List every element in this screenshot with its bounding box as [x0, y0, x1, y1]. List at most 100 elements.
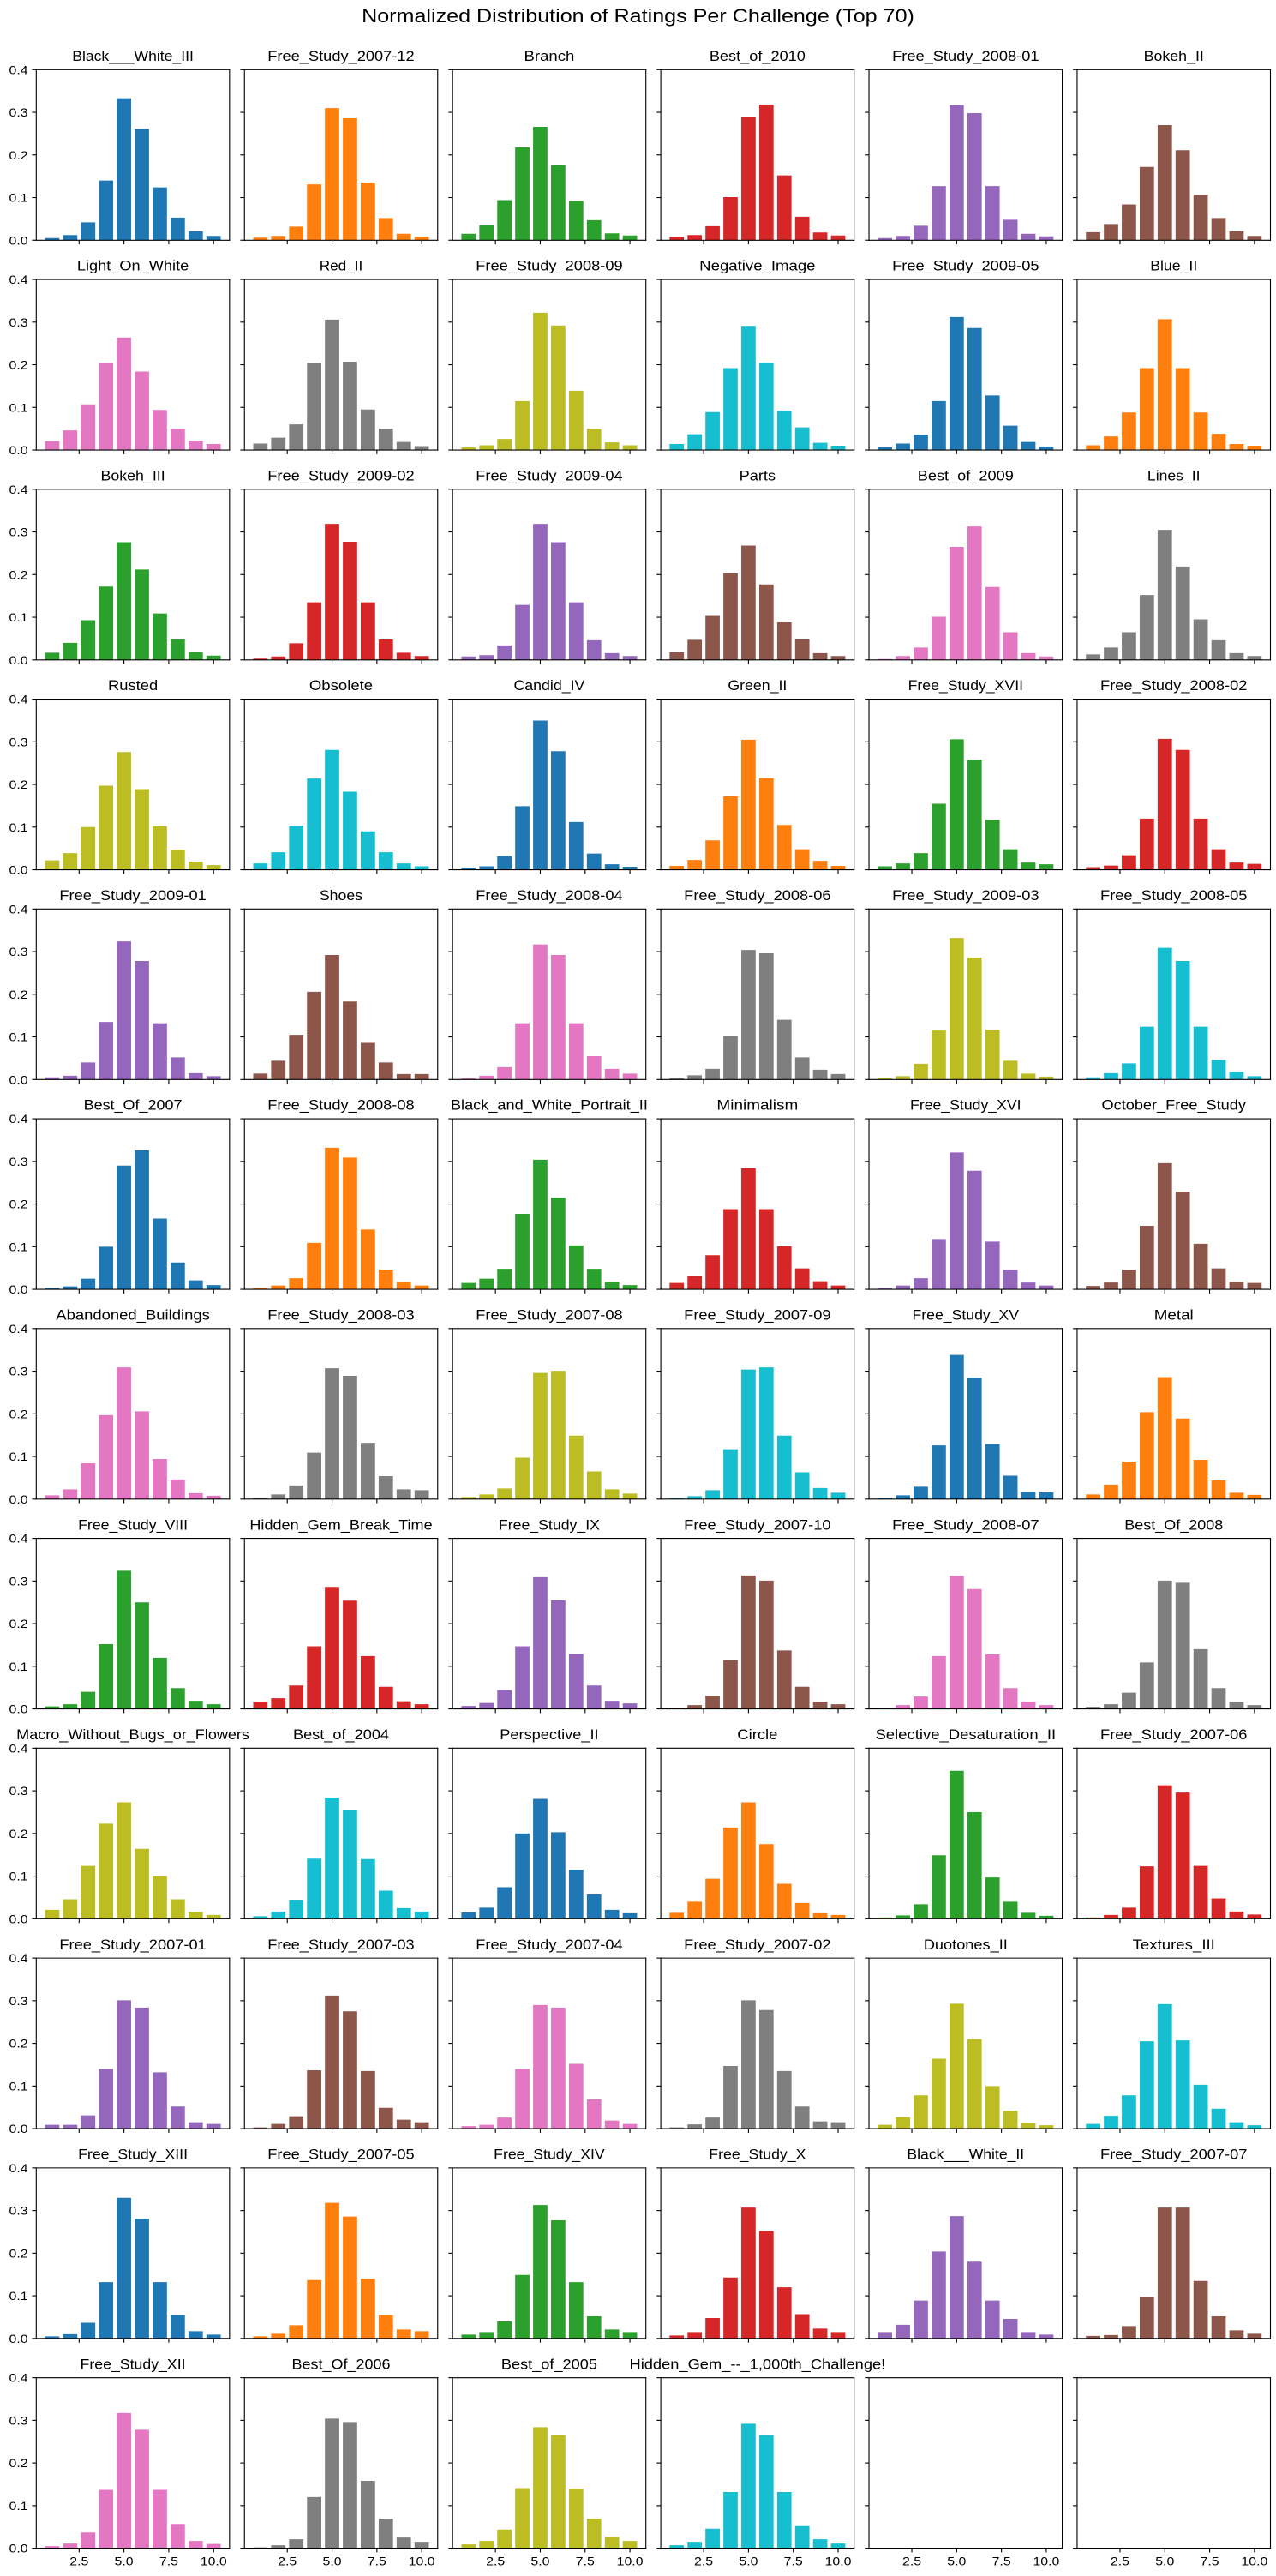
- svg-text:Free_Study_2007-08: Free_Study_2007-08: [476, 1307, 622, 1324]
- svg-text:0.0: 0.0: [9, 443, 28, 457]
- svg-text:Metal: Metal: [1154, 1307, 1194, 1324]
- svg-text:Free_Study_2007-07: Free_Study_2007-07: [1100, 2147, 1247, 2163]
- svg-text:0.3: 0.3: [9, 1574, 28, 1588]
- svg-text:5.0: 5.0: [115, 2554, 134, 2567]
- svg-text:0.2: 0.2: [9, 1407, 28, 1420]
- svg-text:0.4: 0.4: [9, 1112, 28, 1126]
- svg-text:Minimalism: Minimalism: [716, 1097, 798, 1114]
- svg-text:0.3: 0.3: [9, 945, 28, 958]
- svg-text:Macro_Without_Bugs_or_Flowers: Macro_Without_Bugs_or_Flowers: [16, 1726, 249, 1743]
- svg-text:Circle: Circle: [737, 1726, 777, 1743]
- svg-text:Free_Study_2007-05: Free_Study_2007-05: [267, 2147, 414, 2163]
- svg-text:0.3: 0.3: [9, 2413, 28, 2427]
- svg-text:0.3: 0.3: [9, 1994, 28, 2008]
- svg-text:Free_Study_2007-12: Free_Study_2007-12: [267, 48, 414, 64]
- svg-text:10.0: 10.0: [1033, 2554, 1059, 2567]
- svg-text:Branch: Branch: [524, 48, 575, 64]
- svg-text:Lines_II: Lines_II: [1147, 467, 1201, 483]
- svg-text:0.0: 0.0: [9, 2122, 28, 2135]
- svg-text:0.4: 0.4: [9, 693, 28, 706]
- svg-text:Free_Study_XII: Free_Study_XII: [81, 2356, 186, 2372]
- svg-text:Green_II: Green_II: [728, 677, 787, 694]
- svg-text:0.2: 0.2: [9, 2246, 28, 2260]
- svg-text:Hidden_Gem_--_1,000th_Challeng: Hidden_Gem_--_1,000th_Challenge!: [630, 2356, 886, 2372]
- svg-text:0.0: 0.0: [9, 1492, 28, 1506]
- svg-text:0.2: 0.2: [9, 1198, 28, 1211]
- svg-text:October_Free_Study: October_Free_Study: [1102, 1097, 1247, 1114]
- svg-text:0.0: 0.0: [9, 653, 28, 667]
- svg-text:0.3: 0.3: [9, 525, 28, 539]
- svg-text:2.5: 2.5: [278, 2554, 297, 2567]
- svg-text:Light_On_White: Light_On_White: [77, 258, 189, 274]
- svg-text:0.4: 0.4: [9, 1741, 28, 1755]
- svg-text:0.2: 0.2: [9, 1827, 28, 1840]
- svg-text:Selective_Desaturation_II: Selective_Desaturation_II: [875, 1726, 1056, 1743]
- svg-text:Red_II: Red_II: [320, 258, 363, 274]
- svg-text:Perspective_II: Perspective_II: [500, 1726, 598, 1743]
- svg-text:5.0: 5.0: [530, 2554, 549, 2567]
- svg-text:0.3: 0.3: [9, 105, 28, 119]
- svg-text:0.3: 0.3: [9, 1365, 28, 1378]
- svg-text:0.3: 0.3: [9, 735, 28, 748]
- svg-text:2.5: 2.5: [694, 2554, 713, 2567]
- svg-text:Free_Study_XIV: Free_Study_XIV: [494, 2147, 605, 2163]
- svg-text:Free_Study_2009-05: Free_Study_2009-05: [892, 258, 1039, 274]
- svg-text:0.1: 0.1: [9, 820, 28, 834]
- svg-text:Free_Study_2008-02: Free_Study_2008-02: [1100, 677, 1247, 694]
- svg-text:0.4: 0.4: [9, 1532, 28, 1546]
- svg-text:Free_Study_2008-03: Free_Study_2008-03: [267, 1307, 414, 1324]
- svg-text:Free_Study_2007-02: Free_Study_2007-02: [684, 1937, 830, 1953]
- svg-text:0.2: 0.2: [9, 2456, 28, 2470]
- svg-text:Free_Study_2007-10: Free_Study_2007-10: [684, 1516, 830, 1533]
- svg-text:5.0: 5.0: [1155, 2554, 1174, 2567]
- svg-text:Free_Study_XVI: Free_Study_XVI: [910, 1097, 1021, 1114]
- svg-text:Blue_II: Blue_II: [1150, 258, 1197, 274]
- svg-text:0.3: 0.3: [9, 315, 28, 329]
- svg-text:0.0: 0.0: [9, 1072, 28, 1086]
- svg-text:5.0: 5.0: [947, 2554, 966, 2567]
- svg-text:2.5: 2.5: [1111, 2554, 1129, 2567]
- svg-text:Candid_IV: Candid_IV: [514, 677, 586, 694]
- svg-text:Best_Of_2008: Best_Of_2008: [1124, 1516, 1223, 1533]
- svg-text:7.5: 7.5: [784, 2554, 803, 2567]
- svg-text:10.0: 10.0: [201, 2554, 227, 2567]
- svg-text:7.5: 7.5: [1201, 2554, 1219, 2567]
- svg-text:Free_Study_IX: Free_Study_IX: [499, 1516, 600, 1533]
- svg-text:Free_Study_2009-03: Free_Study_2009-03: [892, 887, 1039, 904]
- svg-text:10.0: 10.0: [1241, 2554, 1267, 2567]
- svg-text:0.4: 0.4: [9, 63, 28, 76]
- svg-text:0.4: 0.4: [9, 1951, 28, 1965]
- svg-text:Black___White_II: Black___White_II: [907, 2147, 1024, 2163]
- svg-text:0.1: 0.1: [9, 1450, 28, 1463]
- svg-text:0.1: 0.1: [9, 400, 28, 414]
- svg-text:0.2: 0.2: [9, 988, 28, 1001]
- svg-text:Hidden_Gem_Break_Time: Hidden_Gem_Break_Time: [249, 1516, 432, 1533]
- svg-text:Best_of_2010: Best_of_2010: [710, 48, 806, 64]
- svg-text:0.1: 0.1: [9, 1030, 28, 1044]
- svg-text:Free_Study_2009-04: Free_Study_2009-04: [476, 467, 622, 483]
- svg-text:Free_Study_2007-03: Free_Study_2007-03: [267, 1937, 414, 1953]
- svg-text:2.5: 2.5: [69, 2554, 88, 2567]
- svg-text:0.0: 0.0: [9, 233, 28, 247]
- svg-text:0.1: 0.1: [9, 2289, 28, 2303]
- svg-text:0.3: 0.3: [9, 2204, 28, 2218]
- svg-text:0.2: 0.2: [9, 358, 28, 372]
- svg-text:Free_Study_XV: Free_Study_XV: [913, 1307, 1020, 1324]
- svg-text:10.0: 10.0: [825, 2554, 852, 2567]
- svg-text:0.4: 0.4: [9, 483, 28, 496]
- svg-text:Best_of_2005: Best_of_2005: [501, 2356, 597, 2372]
- svg-text:Free_Study_2008-01: Free_Study_2008-01: [892, 48, 1039, 64]
- svg-text:Free_Study_2009-02: Free_Study_2009-02: [267, 467, 414, 483]
- svg-text:Free_Study_X: Free_Study_X: [709, 2147, 806, 2163]
- svg-text:Duotones_II: Duotones_II: [924, 1937, 1008, 1953]
- svg-text:0.4: 0.4: [9, 902, 28, 916]
- svg-text:Free_Study_XVII: Free_Study_XVII: [908, 677, 1023, 694]
- svg-text:0.2: 0.2: [9, 778, 28, 791]
- svg-text:0.1: 0.1: [9, 1660, 28, 1673]
- svg-text:Free_Study_2008-05: Free_Study_2008-05: [1100, 887, 1247, 904]
- svg-text:5.0: 5.0: [739, 2554, 758, 2567]
- svg-text:10.0: 10.0: [409, 2554, 435, 2567]
- svg-text:Free_Study_VIII: Free_Study_VIII: [78, 1516, 188, 1533]
- svg-text:Best_of_2004: Best_of_2004: [293, 1726, 389, 1743]
- svg-text:Free_Study_2008-07: Free_Study_2008-07: [892, 1516, 1039, 1533]
